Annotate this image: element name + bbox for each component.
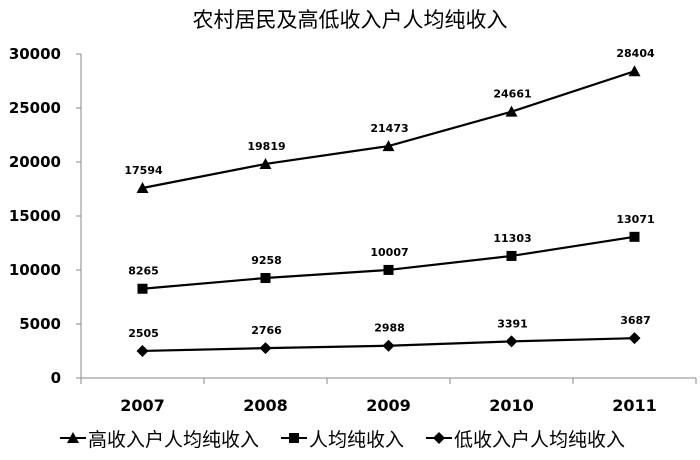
data-label: 19819 — [247, 140, 285, 153]
legend-item-high-income: 高收入户人均纯收入 — [60, 425, 259, 452]
y-tick-label: 5000 — [19, 315, 61, 333]
data-label: 2766 — [251, 324, 282, 337]
data-label: 3687 — [620, 314, 651, 327]
diamond-marker-icon — [259, 342, 272, 355]
triangle-marker-icon — [628, 65, 641, 77]
series-line — [142, 235, 635, 290]
chart-title: 农村居民及高低收入户人均纯收入 — [192, 8, 508, 32]
data-label: 2505 — [128, 327, 159, 340]
diamond-marker-icon — [505, 335, 518, 348]
diamond-marker-icon — [426, 432, 453, 444]
y-tick-label: 20000 — [9, 153, 61, 171]
data-label: 17594 — [124, 164, 163, 177]
diamond-marker-icon — [136, 344, 149, 357]
square-marker-icon — [281, 433, 308, 443]
x-tick-label: 2011 — [612, 396, 657, 415]
plot-area: 0 5000 10000 15000 20000 25000 30000 2007 2008 20… — [9, 45, 697, 415]
square-marker-icon — [137, 283, 148, 294]
square-marker-icon — [629, 231, 640, 242]
data-label: 3391 — [497, 317, 528, 330]
y-tick-label: 25000 — [9, 99, 61, 117]
diamond-marker-icon — [628, 332, 641, 345]
x-tick-label: 2010 — [489, 396, 534, 415]
data-label: 24661 — [493, 88, 531, 101]
data-label: 9258 — [251, 254, 282, 267]
legend-item-low-income: 低收入户人均纯收入 — [426, 425, 625, 452]
triangle-marker-icon — [259, 157, 272, 169]
diamond-marker-icon — [382, 339, 395, 352]
triangle-marker-icon — [60, 432, 86, 443]
x-tick-label: 2009 — [366, 396, 411, 415]
triangle-marker-icon — [382, 140, 395, 152]
data-label: 21473 — [370, 122, 408, 135]
legend: 高收入户人均纯收入 人均纯收入 低收入户人均纯收入 — [60, 424, 647, 452]
data-label: 8265 — [128, 265, 159, 278]
y-tick-label: 30000 — [9, 45, 61, 63]
y-tick-label: 10000 — [9, 261, 61, 279]
square-marker-icon — [383, 264, 394, 275]
legend-label: 高收入户人均纯收入 — [88, 428, 260, 451]
legend-label: 人均纯收入 — [309, 428, 405, 451]
legend-label: 低收入户人均纯收入 — [454, 428, 626, 451]
triangle-marker-icon — [505, 105, 518, 117]
data-label: 10007 — [370, 246, 408, 259]
data-label: 11303 — [493, 232, 531, 245]
data-label: 13071 — [616, 213, 654, 226]
legend-item-average-income: 人均纯收入 — [281, 425, 404, 452]
y-tick-label: 15000 — [9, 207, 61, 225]
square-marker-icon — [506, 250, 517, 261]
x-tick-label: 2007 — [120, 396, 165, 415]
data-label: 28404 — [616, 47, 655, 60]
x-tick-label: 2008 — [243, 396, 288, 415]
y-tick-label: 0 — [51, 369, 61, 387]
triangle-marker-icon — [136, 181, 149, 193]
square-marker-icon — [260, 273, 271, 284]
data-label: 2988 — [374, 322, 405, 335]
